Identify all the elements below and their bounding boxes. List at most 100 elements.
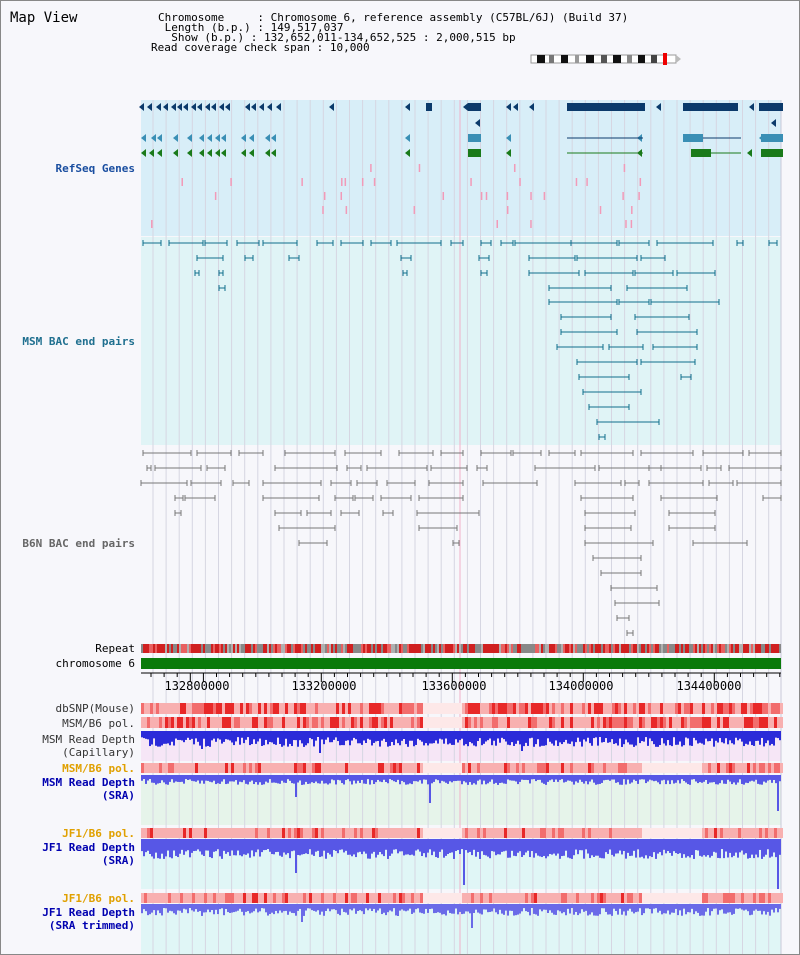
repeat-segment bbox=[195, 644, 197, 653]
read-depth-bar bbox=[675, 904, 677, 909]
polymorphism-band bbox=[327, 717, 330, 728]
read-depth-bar bbox=[671, 775, 673, 781]
read-depth-bar bbox=[469, 731, 471, 742]
polymorphism-band bbox=[327, 828, 330, 838]
polymorphism-band bbox=[570, 763, 573, 773]
polymorphism-band bbox=[153, 717, 156, 728]
polymorphism-band bbox=[282, 717, 285, 728]
polymorphism-band bbox=[729, 717, 732, 728]
gene-arrow bbox=[747, 149, 752, 157]
read-depth-bar bbox=[649, 775, 651, 780]
read-depth-bar bbox=[383, 904, 385, 913]
read-depth-bar bbox=[693, 839, 695, 859]
read-depth-bar bbox=[749, 839, 751, 858]
read-depth-bar bbox=[387, 839, 389, 859]
read-depth-bar bbox=[399, 731, 401, 746]
jf1-depth-tr-line1: JF1 Read Depth bbox=[42, 906, 135, 919]
read-depth-bar bbox=[583, 839, 585, 859]
read-depth-bar bbox=[329, 904, 331, 912]
polymorphism-band bbox=[729, 893, 732, 903]
polymorphism-band bbox=[174, 763, 177, 773]
read-depth-bar bbox=[215, 839, 217, 852]
repeat-segment bbox=[769, 644, 771, 653]
repeat-segment bbox=[403, 644, 405, 653]
read-depth-bar bbox=[569, 904, 571, 914]
read-depth-bar bbox=[559, 839, 561, 859]
polymorphism-band bbox=[447, 893, 450, 903]
read-depth-bar bbox=[625, 839, 627, 859]
show-value: 132,652,011-134,652,525 : 2,000,515 bp bbox=[263, 31, 516, 44]
polymorphism-band bbox=[204, 703, 207, 714]
polymorphism-band bbox=[468, 717, 471, 728]
track-label-dbsnp: dbSNP(Mouse) bbox=[55, 702, 135, 715]
read-depth-bar bbox=[187, 731, 189, 738]
polymorphism-band bbox=[591, 703, 594, 714]
polymorphism-band bbox=[231, 717, 234, 728]
polymorphism-band bbox=[648, 893, 651, 903]
repeat-segment bbox=[487, 644, 489, 653]
polymorphism-band bbox=[738, 763, 741, 773]
read-depth-bar bbox=[453, 839, 455, 859]
polymorphism-band bbox=[291, 717, 294, 728]
polymorphism-band bbox=[450, 717, 453, 728]
repeat-segment bbox=[679, 644, 681, 653]
polymorphism-band bbox=[471, 763, 474, 773]
polymorphism-band bbox=[411, 703, 414, 714]
repeat-segment bbox=[269, 644, 271, 653]
polymorphism-band bbox=[390, 828, 393, 838]
read-depth-bar bbox=[629, 775, 631, 784]
polymorphism-band bbox=[510, 717, 513, 728]
read-depth-bar bbox=[737, 775, 739, 783]
read-depth-bar bbox=[559, 775, 561, 780]
polymorphism-band bbox=[276, 828, 279, 838]
polymorphism-band bbox=[654, 703, 657, 714]
read-depth-bar bbox=[533, 904, 535, 914]
repeat-segment bbox=[323, 644, 325, 653]
repeat-segment bbox=[687, 644, 689, 653]
read-depth-bar bbox=[219, 904, 221, 910]
polymorphism-band bbox=[378, 828, 381, 838]
repeat-segment bbox=[425, 644, 427, 653]
read-depth-bar bbox=[511, 839, 513, 851]
read-depth-bar bbox=[723, 904, 725, 914]
polymorphism-band bbox=[297, 717, 300, 728]
repeat-segment bbox=[575, 644, 577, 653]
read-depth-bar bbox=[771, 904, 773, 910]
read-depth-bar bbox=[457, 731, 459, 743]
read-depth-bar bbox=[339, 731, 341, 746]
read-depth-bar bbox=[563, 839, 565, 856]
polymorphism-band bbox=[561, 703, 564, 714]
repeat-segment bbox=[703, 644, 705, 653]
polymorphism-band bbox=[390, 703, 393, 714]
polymorphism-band bbox=[282, 828, 285, 838]
read-depth-bar bbox=[397, 775, 399, 780]
polymorphism-band bbox=[279, 828, 282, 838]
read-depth-bar bbox=[155, 839, 157, 853]
read-depth-bar bbox=[737, 731, 739, 741]
read-depth-bar bbox=[323, 904, 325, 916]
polymorphism-band bbox=[162, 717, 165, 728]
read-depth-bar bbox=[471, 731, 473, 744]
polymorphism-band bbox=[360, 828, 363, 838]
read-depth-bar bbox=[517, 775, 519, 785]
read-depth-bar bbox=[747, 839, 749, 859]
read-depth-bar bbox=[407, 775, 409, 785]
polymorphism-band bbox=[639, 893, 642, 903]
polymorphism-band bbox=[735, 703, 738, 714]
polymorphism-band bbox=[513, 717, 516, 728]
read-depth-bar bbox=[457, 904, 459, 915]
repeat-segment bbox=[279, 644, 281, 653]
read-depth-bar bbox=[423, 904, 425, 914]
polymorphism-band bbox=[336, 717, 339, 728]
gene-arrow bbox=[225, 103, 230, 111]
repeat-segment bbox=[183, 644, 185, 653]
polymorphism-band bbox=[231, 893, 234, 903]
polymorphism-band bbox=[315, 828, 318, 838]
polymorphism-band bbox=[363, 893, 366, 903]
polymorphism-band bbox=[477, 717, 480, 728]
read-depth-bar bbox=[521, 904, 523, 912]
read-depth-bar bbox=[775, 904, 777, 909]
read-depth-bar bbox=[365, 731, 367, 743]
coverage-value: 10,000 bbox=[329, 41, 370, 54]
